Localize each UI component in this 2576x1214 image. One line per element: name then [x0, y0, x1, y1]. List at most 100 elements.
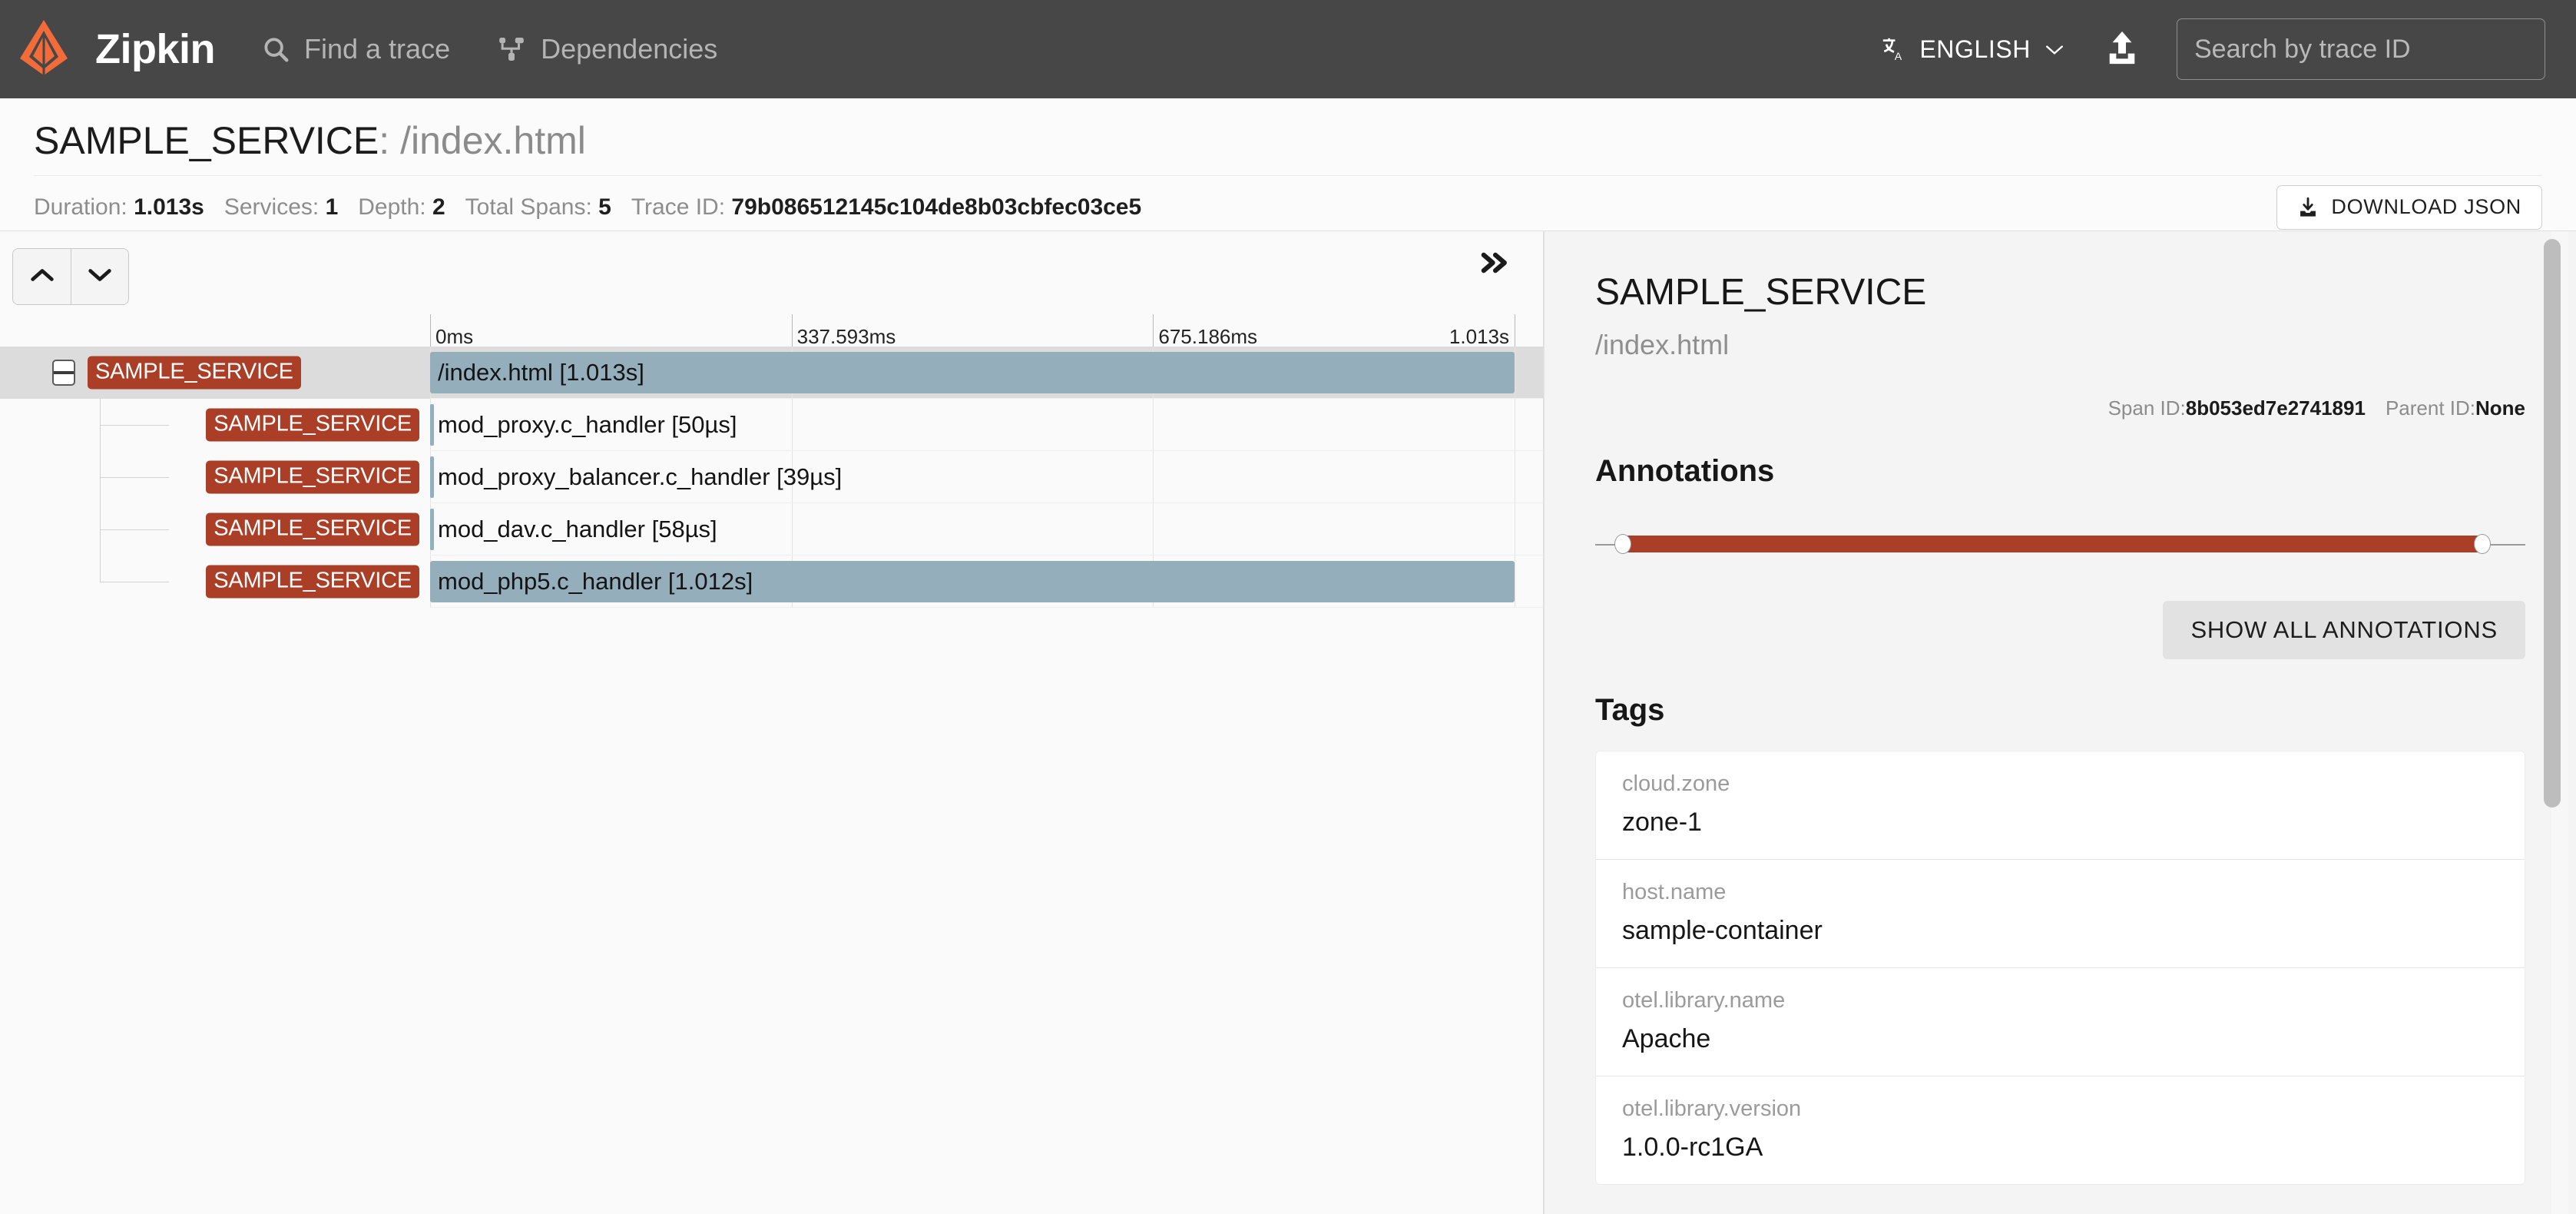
- double-chevron-right-icon: [1478, 252, 1512, 279]
- span-name-label: mod_proxy.c_handler [50µs]: [438, 411, 737, 438]
- tree-branch-line: [100, 425, 169, 426]
- axis-tick: 0ms: [430, 314, 473, 348]
- chevron-down-icon: [2045, 38, 2064, 61]
- chevron-up-icon: [29, 267, 55, 287]
- timeline-grid-line: [1153, 399, 1154, 451]
- span-row[interactable]: SAMPLE_SERVICE mod_proxy.c_handler [50µs]: [0, 399, 1543, 451]
- meta-total-spans-key: Total Spans:: [465, 194, 592, 220]
- top-navigation-bar: Zipkin Find a trace Dependencies: [0, 0, 2576, 98]
- detail-scrollbar-track[interactable]: [2544, 231, 2568, 1214]
- span-row[interactable]: SAMPLE_SERVICE mod_php5.c_handler [1.012s…: [0, 556, 1543, 608]
- span-row-timeline-cell: mod_proxy.c_handler [50µs]: [430, 399, 1543, 451]
- meta-services-value: 1: [325, 194, 339, 220]
- span-row-separator: [430, 607, 1543, 608]
- detail-service-name: SAMPLE_SERVICE: [1595, 272, 1927, 313]
- span-row-timeline-cell: mod_proxy_balancer.c_handler [39µs]: [430, 451, 1543, 503]
- main-content: 0ms 337.593ms 675.186ms 1.013s SAMPLE_SERVI…: [0, 231, 2576, 1214]
- tree-branch-line: [100, 477, 169, 478]
- page-title: SAMPLE_SERVICE: /index.html: [34, 118, 2542, 163]
- trace-summary-header: SAMPLE_SERVICE: /index.html Duration: 1.…: [0, 98, 2576, 231]
- span-row[interactable]: SAMPLE_SERVICE/index.html [1.013s]: [0, 347, 1543, 399]
- span-duration-bar: [430, 509, 434, 550]
- meta-depth: Depth: 2: [358, 194, 445, 221]
- timeline-grid-line: [1153, 503, 1154, 556]
- parent-id-key: Parent ID:: [2385, 396, 2475, 420]
- collapse-all-button[interactable]: [13, 249, 71, 304]
- expand-all-button[interactable]: [71, 249, 128, 304]
- axis-tick: 675.186ms: [1153, 314, 1257, 348]
- tags-section-title: Tags: [1595, 693, 1665, 727]
- tag-item: host.name sample-container: [1596, 859, 2525, 967]
- tag-value: Apache: [1622, 1024, 1711, 1053]
- span-row-tree-cell: SAMPLE_SERVICE: [0, 399, 430, 451]
- annotations-section-title: Annotations: [1595, 454, 1775, 488]
- annotation-slider-range: [1621, 536, 2482, 552]
- annotation-slider-start-handle[interactable]: [1614, 534, 1631, 554]
- meta-services: Services: 1: [224, 194, 338, 221]
- span-row-tree-cell: SAMPLE_SERVICE: [0, 347, 430, 399]
- tree-vertical-line: [100, 556, 101, 582]
- span-duration-bar: [430, 456, 434, 498]
- span-row-separator: [430, 555, 1543, 556]
- span-id-key: Span ID:: [2107, 396, 2186, 420]
- tag-item: cloud.zone zone-1: [1596, 751, 2525, 859]
- meta-depth-key: Depth:: [358, 194, 426, 220]
- timeline-grid-line: [791, 399, 793, 451]
- span-row-list: SAMPLE_SERVICE/index.html [1.013s] SAMPLE…: [0, 347, 1543, 608]
- tag-key: otel.library.version: [1622, 1096, 1802, 1121]
- span-collapse-toggle-icon[interactable]: [52, 360, 75, 386]
- upload-trace-button[interactable]: [2104, 28, 2140, 71]
- chevron-down-icon: [87, 267, 113, 287]
- detail-span-name: /index.html: [1595, 329, 1730, 360]
- span-row[interactable]: SAMPLE_SERVICE mod_dav.c_handler [58µs]: [0, 503, 1543, 556]
- span-service-badge: SAMPLE_SERVICE: [206, 408, 419, 442]
- span-duration-bar: [430, 352, 1515, 393]
- zipkin-logo-icon[interactable]: [17, 18, 71, 81]
- axis-tick-label: 1.013s: [1449, 325, 1509, 348]
- span-id-value: 8b053ed7e2741891: [2185, 396, 2366, 420]
- download-icon: [2297, 197, 2319, 218]
- meta-depth-value: 2: [432, 194, 445, 220]
- brand-title[interactable]: Zipkin: [95, 26, 216, 72]
- nav-dependencies[interactable]: Dependencies: [496, 33, 717, 65]
- timeline-grid-line: [791, 451, 793, 503]
- nav-find-a-trace[interactable]: Find a trace: [261, 33, 450, 65]
- timeline-grid-line: [1153, 451, 1154, 503]
- meta-total-spans-value: 5: [598, 194, 611, 220]
- tree-branch-line: [100, 529, 169, 530]
- span-duration-bar: [430, 561, 1515, 602]
- meta-duration: Duration: 1.013s: [34, 194, 204, 221]
- annotation-slider-end-handle[interactable]: [2474, 534, 2491, 554]
- span-detail-pane: SAMPLE_SERVICE /index.html Span ID: 8b053…: [1544, 231, 2576, 1214]
- span-row-separator: [430, 398, 1543, 399]
- translate-icon: A: [1881, 36, 1907, 62]
- span-service-badge: SAMPLE_SERVICE: [206, 565, 419, 599]
- span-name-label: mod_proxy_balancer.c_handler [39µs]: [438, 463, 843, 490]
- span-row[interactable]: SAMPLE_SERVICE mod_proxy_balancer.c_handl…: [0, 451, 1543, 503]
- search-trace-id-input[interactable]: [2177, 18, 2545, 80]
- span-row-timeline-cell: mod_php5.c_handler [1.012s]: [430, 556, 1543, 608]
- span-row-tree-cell: SAMPLE_SERVICE: [0, 556, 430, 608]
- meta-services-key: Services:: [223, 194, 320, 220]
- trace-meta-row: Duration: 1.013s Services: 1 Depth: 2 To…: [34, 175, 2542, 231]
- span-row-separator: [430, 450, 1543, 451]
- trace-title-separator: :: [379, 119, 401, 162]
- language-selector[interactable]: A ENGLISH: [1881, 35, 2064, 64]
- tags-list: cloud.zone zone-1 host.name sample-containe…: [1595, 751, 2525, 1185]
- tag-item: otel.library.name Apache: [1596, 967, 2525, 1076]
- detail-scrollbar-thumb[interactable]: [2544, 239, 2561, 808]
- tag-key: cloud.zone: [1622, 771, 1730, 796]
- meta-trace-id: Trace ID: 79b086512145c104de8b03cbfec03c…: [631, 194, 1141, 221]
- meta-trace-id-value: 79b086512145c104de8b03cbfec03ce5: [731, 194, 1142, 220]
- show-all-annotations-button[interactable]: SHOW ALL ANNOTATIONS: [2163, 601, 2525, 659]
- expand-detail-panel-button[interactable]: [1478, 250, 1512, 280]
- span-service-badge: SAMPLE_SERVICE: [88, 356, 301, 390]
- trace-endpoint: /index.html: [400, 119, 586, 162]
- span-row-tree-cell: SAMPLE_SERVICE: [0, 503, 430, 556]
- tag-value: zone-1: [1622, 808, 1702, 837]
- span-id-row: Span ID: 8b053ed7e2741891 Parent ID: None: [1595, 396, 2525, 420]
- annotation-timeline-slider[interactable]: [1595, 521, 2525, 567]
- axis-tick-label: 0ms: [435, 325, 474, 348]
- tag-value: 1.0.0-rc1GA: [1622, 1133, 1763, 1162]
- download-json-button[interactable]: DOWNLOAD JSON: [2276, 184, 2542, 230]
